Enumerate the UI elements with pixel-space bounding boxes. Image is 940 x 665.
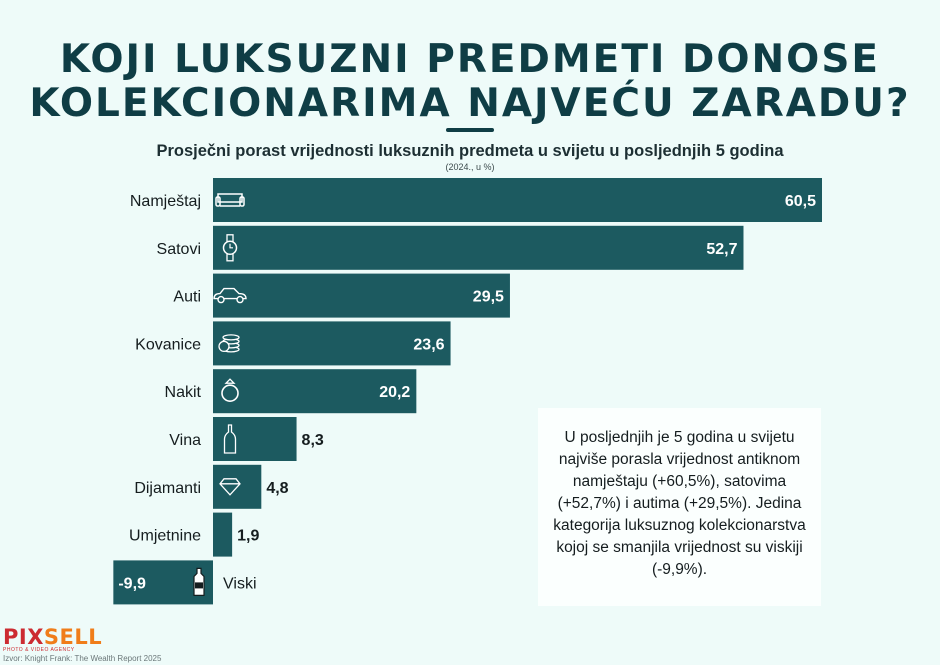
chart-title: KOJI LUKSUZNI PREDMETI DONOSE KOLEKCIONA… [0, 38, 940, 126]
logo-tagline: PHOTO & VIDEO AGENCY [3, 647, 75, 653]
category-label: Kovanice [135, 336, 201, 353]
bar [213, 417, 297, 461]
bar-group: 29,5 Auti [173, 273, 510, 318]
bar [213, 178, 822, 222]
bar [213, 369, 417, 414]
bar [213, 225, 744, 270]
category-label: Satovi [157, 241, 201, 258]
bar [213, 273, 510, 318]
ring-icon [221, 378, 239, 403]
title-divider [446, 128, 494, 132]
source-note: Izvor: Knight Frank: The Wealth Report 2… [3, 654, 162, 663]
bar [213, 321, 451, 366]
data-label: 60,5 [785, 193, 816, 210]
bar-group: -9,9 Viski [113, 560, 257, 605]
logo-part-2: SELL [43, 625, 103, 649]
car-icon [213, 287, 247, 304]
category-label: Namještaj [130, 193, 201, 210]
data-label: 20,2 [379, 384, 410, 401]
category-label: Dijamanti [134, 480, 201, 497]
category-label: Auti [173, 289, 201, 306]
title-line-1: KOJI LUKSUZNI PREDMETI DONOSE [59, 37, 881, 82]
sofa-icon [215, 193, 245, 207]
bar-group: 60,5 Namještaj [130, 178, 822, 222]
title-line-2: KOLEKCIONARIMA NAJVEĆU ZARADU? [29, 81, 911, 126]
pixsell-logo: PIXSELL [3, 625, 103, 649]
coins-icon [218, 334, 240, 353]
data-label: 8,3 [302, 432, 324, 449]
summary-note: U posljednjih je 5 godina u svijetu najv… [538, 408, 821, 606]
unit-note: (2024., u %) [445, 162, 495, 172]
diamond-icon [219, 478, 241, 496]
chart-subtitle: Prosječni porast vrijednosti luksuznih p… [156, 142, 784, 160]
bar-group: 52,7 Satovi [157, 225, 744, 270]
watch-icon [222, 234, 238, 262]
data-label: 1,9 [237, 528, 259, 545]
whisky-bottle-icon [193, 567, 205, 596]
wine-bottle-icon [223, 424, 237, 454]
data-label: 23,6 [413, 336, 444, 353]
bar-group: 20,2 Nakit [165, 369, 417, 414]
bar [213, 512, 233, 557]
category-label: Umjetnine [129, 528, 201, 545]
data-label: 29,5 [473, 289, 504, 306]
data-label: 4,8 [266, 480, 288, 497]
bar-group: 23,6 Kovanice [135, 321, 451, 366]
bar-group: 8,3 Vina [169, 417, 324, 461]
category-label: Vina [169, 432, 201, 449]
data-label: 52,7 [706, 241, 737, 258]
category-label: Viski [223, 575, 257, 592]
bar-group: 1,9 Umjetnine [129, 512, 259, 557]
data-label: -9,9 [118, 575, 146, 592]
category-label: Nakit [165, 384, 202, 401]
bar-group: 4,8 Dijamanti [134, 464, 289, 509]
logo-part-1: PIX [3, 625, 44, 649]
